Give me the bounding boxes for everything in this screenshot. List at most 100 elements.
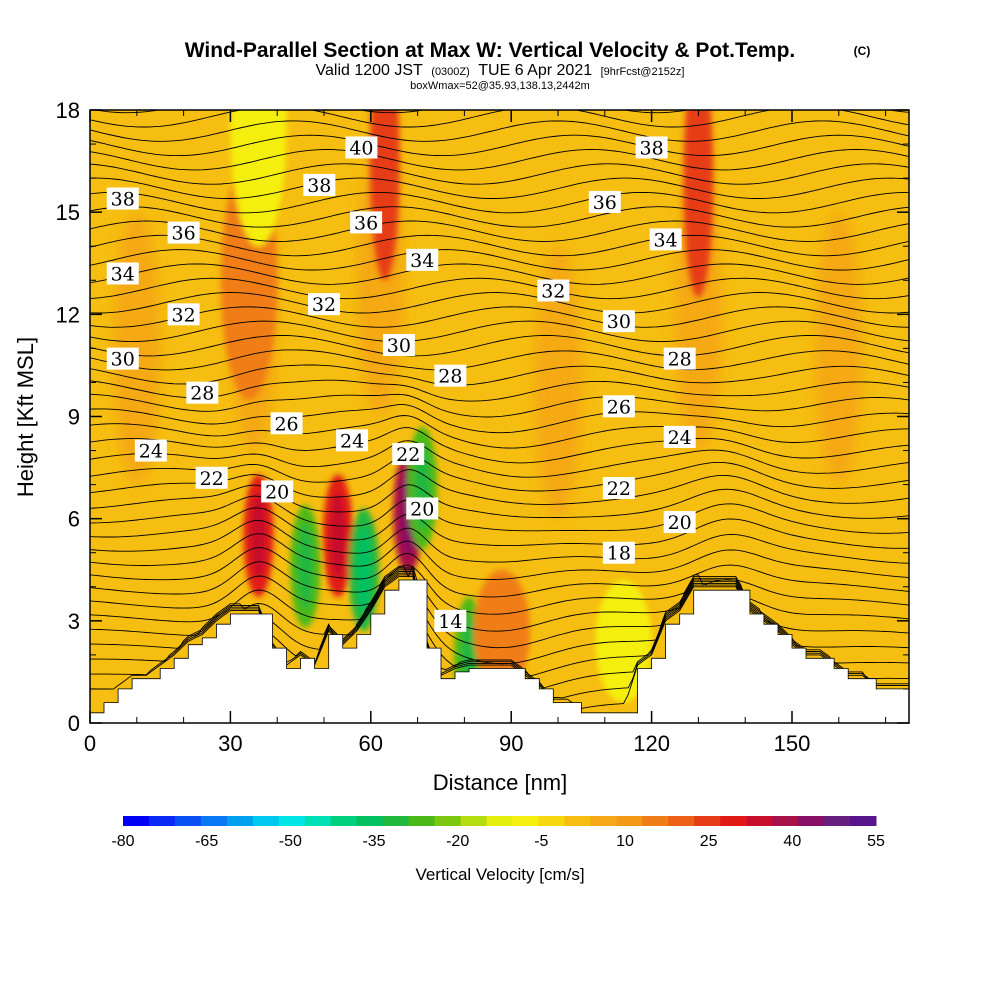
x-tick-label: 120 xyxy=(633,731,670,756)
contour-label-box xyxy=(663,511,696,534)
contour-label: 18 xyxy=(602,541,635,565)
contour-label-text: 34 xyxy=(111,263,135,285)
contour-label: 36 xyxy=(588,190,621,214)
chart-title: Wind-Parallel Section at Max W: Vertical… xyxy=(185,39,796,62)
contour-label-box xyxy=(434,609,467,632)
colorbar-swatch xyxy=(148,816,176,826)
colorbar-swatch xyxy=(330,816,358,826)
colorbar-tick-label: 10 xyxy=(616,833,634,850)
contour-label-text: 18 xyxy=(607,543,631,565)
contour-label-box xyxy=(308,293,340,316)
contour-label-text: 20 xyxy=(265,481,289,503)
contour-label: 30 xyxy=(602,310,635,333)
contour-label-text: 30 xyxy=(607,311,631,333)
forecast-info: [9hrFcst@2152z] xyxy=(601,66,685,78)
contour-label-text: 28 xyxy=(190,383,214,405)
contour-label-box xyxy=(336,429,369,452)
colorbar-swatch xyxy=(226,816,254,826)
contour-labels: 38 36 34 32 30 28 24 22 20 26 38 32 24 40 36 30 22 34 20 28… xyxy=(106,136,696,633)
x-tick-label: 30 xyxy=(218,731,242,756)
contour-label-box xyxy=(649,228,682,251)
theta-contour xyxy=(90,334,909,357)
contour-label-text: 30 xyxy=(111,349,135,371)
contour-label: 22 xyxy=(195,466,228,490)
contour-label-text: 20 xyxy=(410,498,434,520)
theta-contour xyxy=(90,567,909,649)
theta-contour xyxy=(90,349,909,371)
contour-label: 28 xyxy=(663,347,696,371)
contour-label-box xyxy=(663,347,696,370)
contour-label-box xyxy=(602,395,635,418)
theta-contour xyxy=(90,495,909,534)
contour-label: 20 xyxy=(406,497,439,520)
contour-label: 36 xyxy=(167,221,200,245)
colorbar-swatch xyxy=(642,816,669,826)
colorbar-swatch xyxy=(850,816,877,826)
contour-label-box xyxy=(106,187,139,210)
contour-label-box xyxy=(382,333,415,356)
contour-label: 26 xyxy=(270,412,303,435)
theta-contour xyxy=(90,277,909,300)
theta-contour xyxy=(90,110,909,128)
x-tick-label: 60 xyxy=(359,731,383,756)
theta-contour xyxy=(90,547,909,598)
valid-time-line: Valid 1200 JST (0300Z) TUE 6 Apr 2021 [9… xyxy=(316,62,685,79)
velocity-cell xyxy=(683,110,714,298)
contour-label: 34 xyxy=(649,228,682,251)
contour-label-box xyxy=(406,497,439,520)
contour-label-box xyxy=(392,442,425,465)
colorbar: -80 -65 -50 -35 -20 -5 10 25 40 55 xyxy=(111,816,885,850)
contour-label-text: 38 xyxy=(640,137,664,159)
box-wmax-info: boxWmax=52@35.93,138.13,2442m xyxy=(410,80,590,92)
colorbar-swatch xyxy=(382,816,410,826)
contour-label: 28 xyxy=(434,364,467,388)
colorbar-tick-label: 55 xyxy=(867,833,885,850)
copyright-mark: (C) xyxy=(854,44,871,58)
colorbar-swatch xyxy=(824,816,851,826)
valid-local-time: Valid 1200 JST xyxy=(316,62,424,79)
contour-label-text: 28 xyxy=(438,366,462,388)
contour-label-box xyxy=(345,136,378,159)
colorbar-swatch xyxy=(486,816,513,826)
colorbar-swatch xyxy=(538,816,565,826)
contour-label-text: 24 xyxy=(139,441,163,463)
theta-contour xyxy=(90,234,909,257)
colorbar-swatch xyxy=(694,816,721,826)
colorbar-swatch xyxy=(434,816,462,826)
theta-contour xyxy=(90,149,909,171)
contour-label-text: 32 xyxy=(541,280,565,302)
contour-label: 30 xyxy=(106,347,139,371)
contour-label-text: 22 xyxy=(396,444,420,466)
contour-label-box xyxy=(602,310,635,333)
theta-contour xyxy=(90,565,909,632)
valid-utc-time: (0300Z) xyxy=(431,66,470,78)
x-tick-label: 90 xyxy=(499,731,523,756)
theta-contour xyxy=(90,191,909,214)
contour-label: 34 xyxy=(406,248,439,272)
theta-contour xyxy=(90,220,909,242)
theta-contour xyxy=(90,507,909,549)
contour-label-box xyxy=(406,248,439,271)
contour-label-box xyxy=(350,211,383,234)
contour-label: 38 xyxy=(635,136,668,159)
contour-label: 22 xyxy=(602,477,635,500)
contour-label-box xyxy=(635,136,668,159)
colorbar-tick-label: -5 xyxy=(534,833,548,850)
contour-label-text: 30 xyxy=(387,335,411,357)
x-axis-title: Distance [nm] xyxy=(433,770,568,795)
warm-band xyxy=(534,246,582,519)
contour-label: 32 xyxy=(537,279,570,302)
theta-contour xyxy=(90,484,909,519)
terrain-mask xyxy=(90,579,909,723)
theta-contour xyxy=(90,120,909,142)
y-tick-label: 18 xyxy=(56,98,80,123)
contour-label-text: 36 xyxy=(354,212,378,234)
colorbar-swatch xyxy=(200,816,228,826)
contour-label-box xyxy=(167,221,200,244)
contour-label-box xyxy=(602,477,635,500)
contour-label-box xyxy=(167,303,200,326)
contour-label-box xyxy=(195,466,228,489)
contour-label-text: 14 xyxy=(438,611,462,633)
contour-label-text: 36 xyxy=(172,223,196,245)
colorbar-tick-label: -35 xyxy=(362,833,385,850)
